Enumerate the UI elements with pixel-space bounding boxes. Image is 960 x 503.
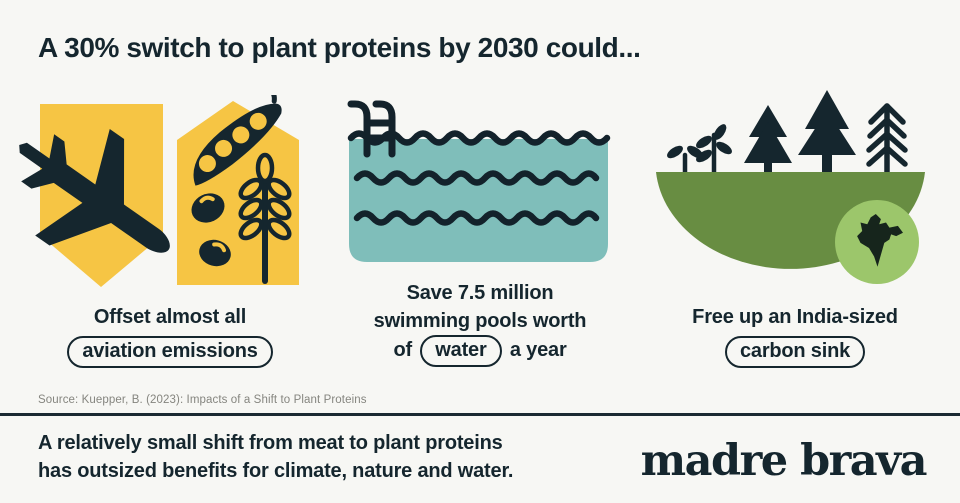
aviation-emissions-pill: aviation emissions: [67, 336, 273, 368]
pool-ladder-icon: [347, 100, 396, 158]
airplane-icon: [19, 128, 170, 253]
source-text: Source: Kuepper, B. (2023): Impacts of a…: [38, 394, 367, 406]
bean-icon: [191, 193, 225, 223]
caption-text: swimming pools worth: [373, 310, 587, 332]
caption-text: Offset almost all: [93, 306, 247, 328]
madre-brava-logo: madre brava: [640, 436, 928, 486]
pool-water: [349, 139, 608, 262]
pine-tree-icon: [798, 90, 856, 174]
line-pine-tree-icon: [866, 103, 908, 177]
footer-message: A relatively small shift from meat to pl…: [38, 432, 514, 482]
wheat-icon: [238, 152, 292, 284]
carbon-sink-pill: carbon sink: [724, 336, 866, 368]
caption-text: Save 7.5 million: [406, 282, 554, 304]
india-map-icon: [857, 214, 903, 267]
panel-1-caption: Offset almost all aviation emissions: [25, 303, 315, 368]
airplane-shield-icon: [19, 104, 170, 287]
sapling-icon: [696, 124, 732, 175]
panel-2-caption: Save 7.5 million swimming pools worth of…: [330, 279, 630, 367]
caption-text: Free up an India-sized: [692, 306, 898, 328]
swimming-pool-icon: [347, 100, 611, 262]
page-title: A 30% switch to plant proteins by 2030 c…: [38, 32, 641, 63]
caption-text: of water a year: [330, 335, 630, 367]
pea-pod-icon: [193, 95, 282, 186]
pine-tree-icon: [744, 105, 792, 174]
forest-carbon-sink-icon: [656, 90, 925, 284]
divider-line: [0, 413, 960, 416]
bean-icon: [199, 239, 231, 267]
panel-3-caption: Free up an India-sized carbon sink: [645, 303, 945, 368]
plant-proteins-icon: [177, 95, 299, 285]
water-pill: water: [420, 335, 502, 367]
